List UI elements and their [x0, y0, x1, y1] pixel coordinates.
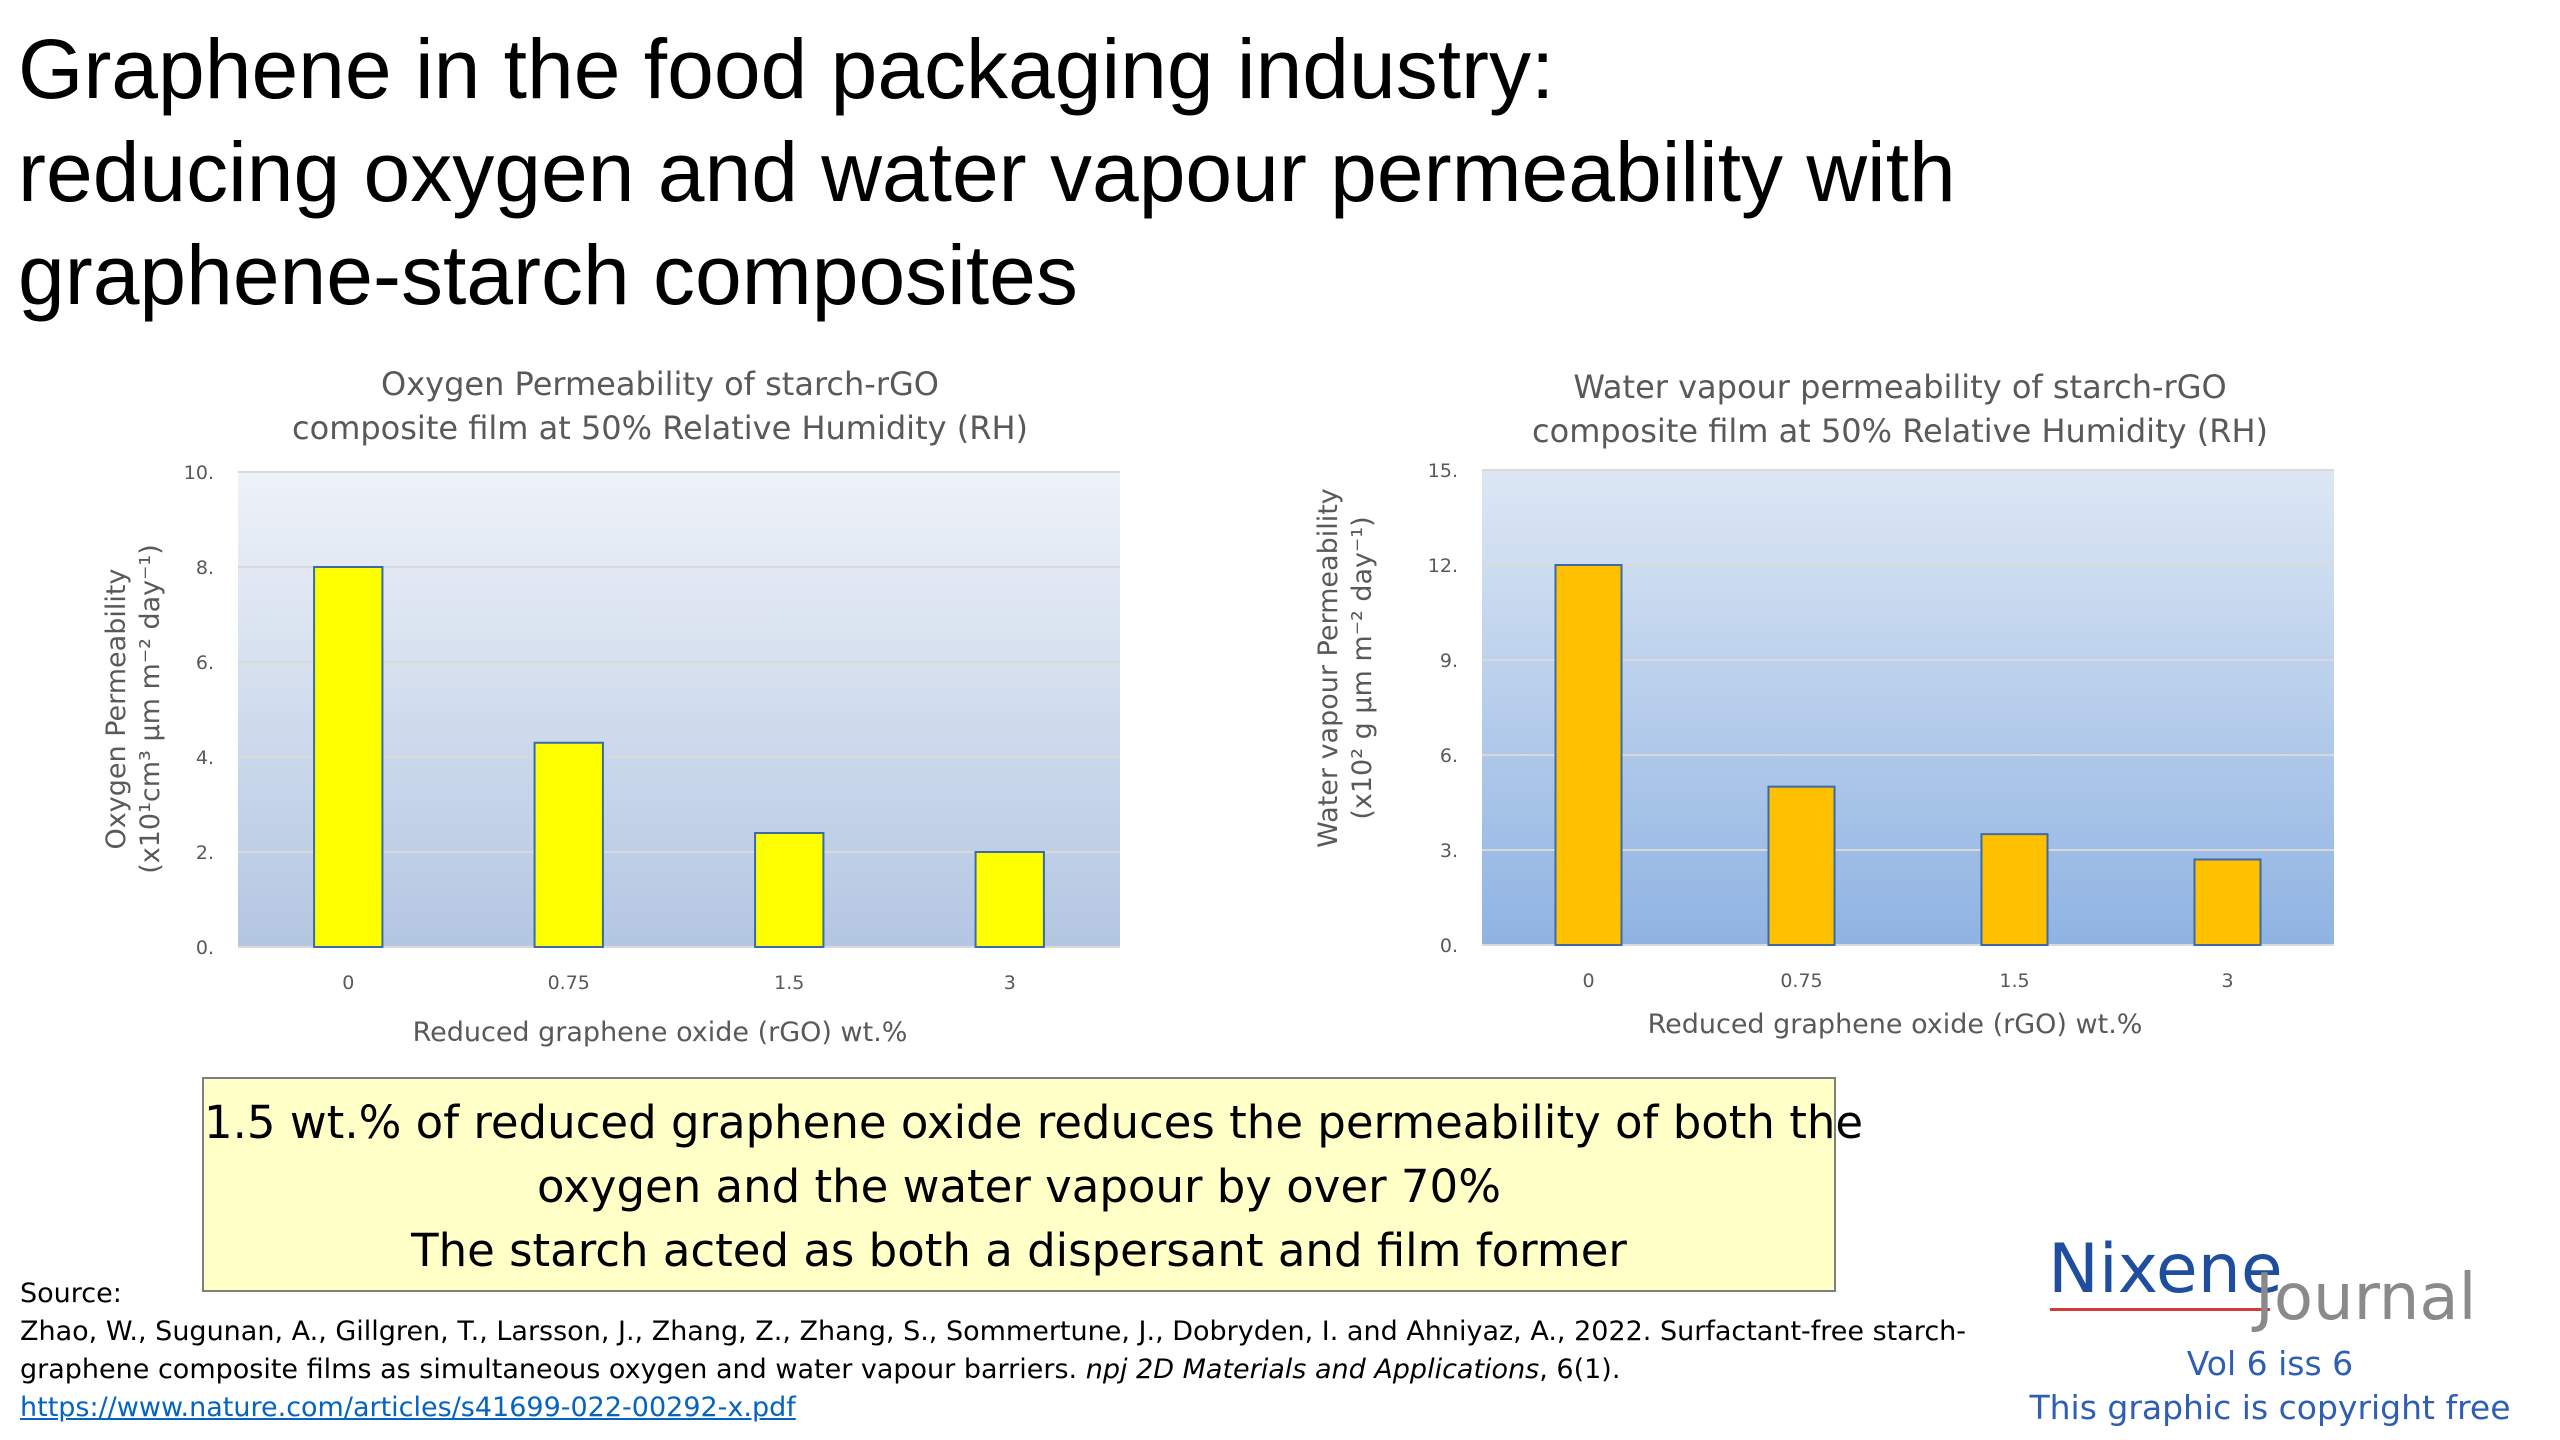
source-url-link[interactable]: https://www.nature.com/articles/s41699-0…: [20, 1392, 796, 1423]
slide-title-line-2: reducing oxygen and water vapour permeab…: [18, 125, 1956, 219]
key-finding-callout: 1.5 wt.% of reduced graphene oxide reduc…: [202, 1077, 1864, 1292]
slide-title-line-3: graphene-starch composites: [18, 228, 1078, 322]
water-bar-0.75: [1767, 785, 1836, 946]
water-ytick-label: 9.: [1440, 650, 1458, 672]
slide-title-line-1: Graphene in the food packaging industry:: [18, 22, 1555, 116]
oxygen-chart: 0. 2. 4. 6. 8. 10. 0 0.75 1.5 3: [184, 462, 1120, 994]
water-chart-xlabel: Reduced graphene oxide (rGO) wt.%: [1647, 1009, 2143, 1040]
citation-volume: , 6(1).: [1539, 1354, 1621, 1385]
water-bar-3: [2193, 858, 2262, 946]
callout-line-1: 1.5 wt.% of reduced graphene oxide reduc…: [204, 1096, 1864, 1149]
water-chart-ylabel-line-1: Water vapour Permeability: [1313, 488, 1344, 848]
callout-line-3: The starch acted as both a dispersant an…: [411, 1224, 1627, 1277]
water-xtick-label: 3: [2221, 970, 2233, 992]
oxygen-xtick-label: 0.75: [548, 972, 590, 994]
oxygen-bar-1.5: [754, 832, 825, 948]
water-xtick-label: 1.5: [1999, 970, 2029, 992]
nixene-journal-brand: Nixene Journal Vol 6 iss 6 This graphic …: [2029, 1230, 2540, 1430]
oxygen-chart-title-line-2: composite film at 50% Relative Humidity …: [292, 409, 1028, 447]
water-ytick-label: 15.: [1428, 460, 1458, 482]
water-chart-title-line-2: composite film at 50% Relative Humidity …: [1532, 412, 2268, 450]
oxygen-chart-ylabel-line-1: Oxygen Permeability: [101, 568, 132, 850]
water-chart-ylabel-line-2: (x10² g μm m⁻² day⁻¹): [1347, 516, 1378, 820]
brand-logo-underline: [2050, 1308, 2270, 1311]
oxygen-bar-3: [974, 851, 1045, 948]
brand-volume: Vol 6 iss 6: [2186, 1344, 2354, 1383]
oxygen-ytick-label: 2.: [196, 842, 214, 864]
oxygen-chart-xlabel: Reduced graphene oxide (rGO) wt.%: [412, 1017, 908, 1048]
oxygen-ytick-label: 4.: [196, 747, 214, 769]
oxygen-xtick-label: 3: [1004, 972, 1016, 994]
water-ytick-label: 3.: [1440, 840, 1458, 862]
brand-copyright-notice: This graphic is copyright free: [2029, 1388, 2511, 1427]
oxygen-ytick-label: 8.: [196, 557, 214, 579]
brand-logo-nixene: Nixene: [2048, 1230, 2283, 1309]
oxygen-bar-0: [313, 566, 384, 948]
oxygen-xtick-label: 1.5: [774, 972, 804, 994]
slide-title: Graphene in the food packaging industry:…: [18, 18, 2218, 327]
callout-line-2: oxygen and the water vapour by over 70%: [537, 1160, 1501, 1213]
water-plot-area: [1482, 470, 2334, 945]
source-citation: Source: Zhao, W., Sugunan, A., Gillgren,…: [20, 1275, 1967, 1427]
brand-logo-journal: Journal: [2255, 1261, 2477, 1335]
water-xtick-label: 0: [1582, 970, 1594, 992]
oxygen-chart-title-line-1: Oxygen Permeability of starch-rGO: [381, 365, 939, 403]
water-ytick-label: 6.: [1440, 745, 1458, 767]
oxygen-xtick-label: 0: [342, 972, 354, 994]
water-bar-1.5: [1980, 833, 2049, 946]
citation-journal: npj 2D Materials and Applications: [1085, 1354, 1540, 1385]
water-ytick-label: 12.: [1428, 555, 1458, 577]
citation-text: graphene composite films as simultaneous…: [20, 1354, 1086, 1385]
oxygen-ytick-label: 6.: [196, 652, 214, 674]
oxygen-chart-title: Oxygen Permeability of starch-rGO compos…: [220, 362, 1100, 450]
oxygen-plot-area: [238, 472, 1120, 947]
citation-line-2: graphene composite films as simultaneous…: [20, 1351, 1920, 1389]
water-bar-0: [1554, 564, 1623, 946]
water-ytick-label: 0.: [1440, 935, 1458, 957]
water-chart-title-line-1: Water vapour permeability of starch-rGO: [1573, 368, 2227, 406]
citation-line-1: Zhao, W., Sugunan, A., Gillgren, T., Lar…: [20, 1316, 1967, 1347]
water-xtick-label: 0.75: [1780, 970, 1822, 992]
water-chart-ylabel: Water vapour Permeability (x10² g μm m⁻²…: [1312, 428, 1392, 908]
water-chart: 0. 3. 6. 9. 12. 15. 0 0.75 1.5 3: [1428, 460, 2334, 992]
source-label: Source:: [20, 1278, 122, 1309]
oxygen-ytick-label: 10.: [184, 462, 214, 484]
oxygen-ytick-label: 0.: [196, 937, 214, 959]
oxygen-bar-0.75: [533, 741, 604, 948]
water-chart-title: Water vapour permeability of starch-rGO …: [1460, 365, 2340, 453]
